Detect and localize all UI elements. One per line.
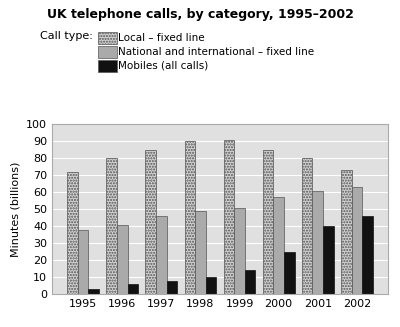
Bar bbox=[78, 230, 88, 294]
Bar bbox=[234, 208, 245, 294]
Bar bbox=[195, 211, 206, 294]
Bar bbox=[273, 198, 284, 294]
Bar bbox=[167, 281, 177, 294]
Bar bbox=[341, 170, 352, 294]
Text: Local – fixed line: Local – fixed line bbox=[118, 33, 205, 43]
Bar bbox=[185, 141, 195, 294]
Bar bbox=[302, 158, 312, 294]
Text: Call type:: Call type: bbox=[40, 31, 93, 41]
Bar bbox=[128, 284, 138, 294]
Bar bbox=[117, 225, 128, 294]
Bar bbox=[146, 150, 156, 294]
Bar bbox=[67, 172, 78, 294]
Bar bbox=[106, 158, 117, 294]
Bar bbox=[362, 216, 373, 294]
Y-axis label: Minutes (billions): Minutes (billions) bbox=[10, 162, 20, 257]
Bar bbox=[312, 191, 323, 294]
Bar bbox=[245, 270, 255, 294]
Bar bbox=[224, 140, 234, 294]
Bar bbox=[88, 289, 99, 294]
Bar bbox=[352, 187, 362, 294]
Bar bbox=[323, 226, 334, 294]
Bar bbox=[206, 277, 216, 294]
Bar bbox=[263, 150, 273, 294]
Text: Mobiles (all calls): Mobiles (all calls) bbox=[118, 60, 208, 71]
Bar bbox=[284, 252, 294, 294]
Bar bbox=[156, 216, 167, 294]
Text: UK telephone calls, by category, 1995–2002: UK telephone calls, by category, 1995–20… bbox=[46, 8, 354, 21]
Text: National and international – fixed line: National and international – fixed line bbox=[118, 47, 314, 57]
